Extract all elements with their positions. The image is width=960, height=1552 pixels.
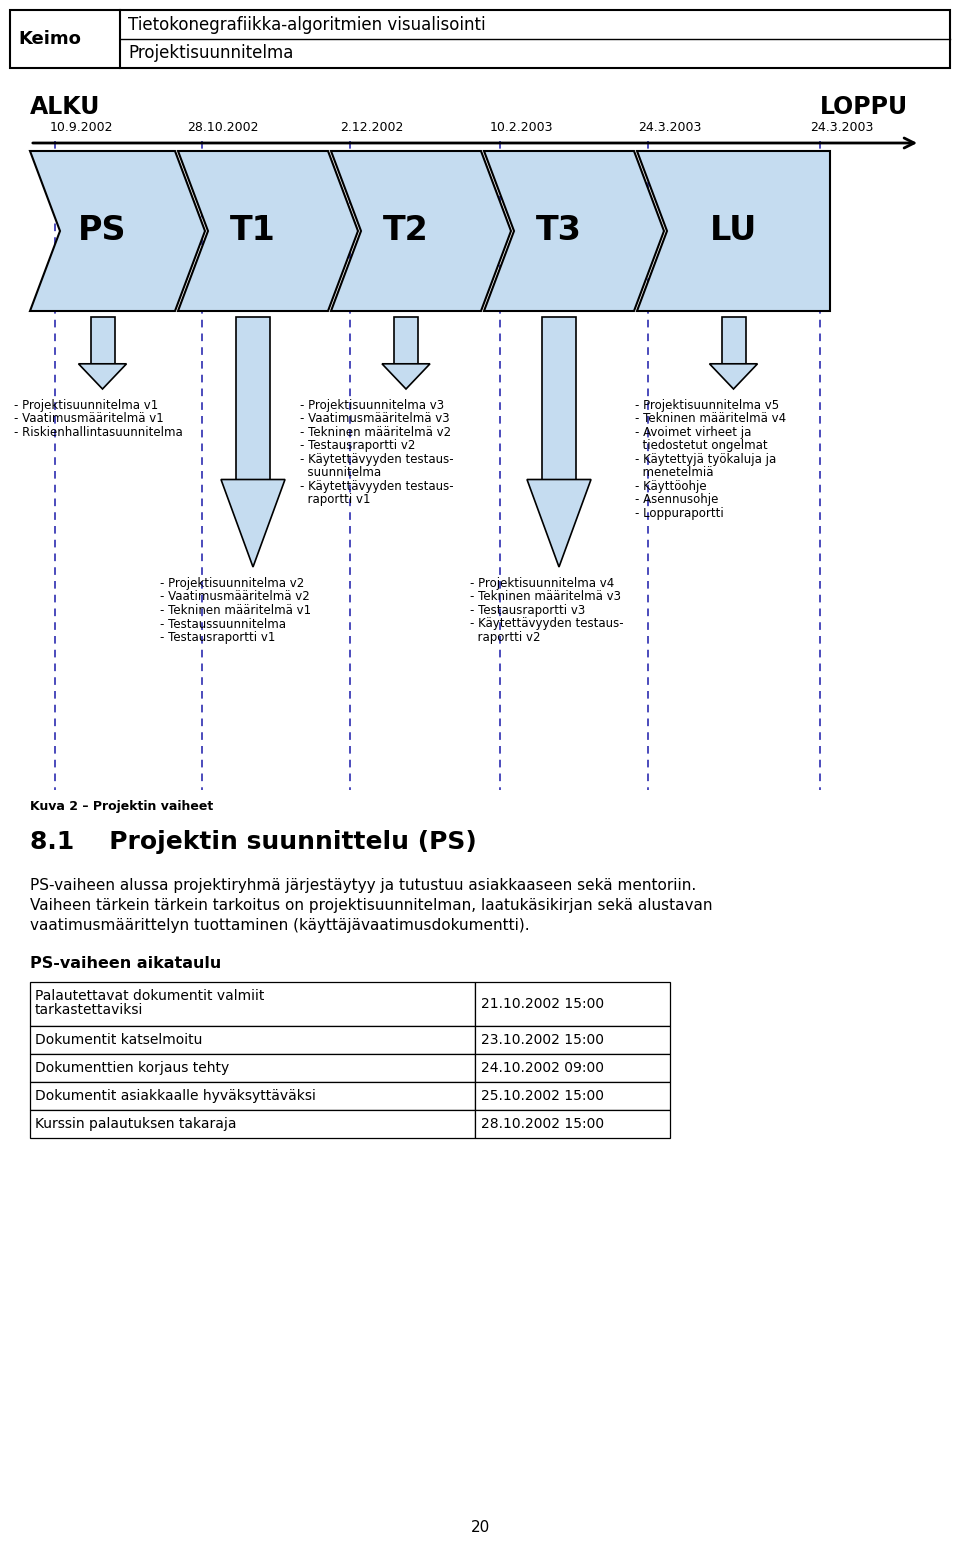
Polygon shape [331,151,511,310]
Text: LOPPU: LOPPU [820,95,908,120]
Text: Dokumenttien korjaus tehty: Dokumenttien korjaus tehty [35,1062,229,1076]
Text: raportti v2: raportti v2 [470,632,540,644]
Text: Kurssin palautuksen takaraja: Kurssin palautuksen takaraja [35,1117,236,1131]
Text: Kuva 2 – Projektin vaiheet: Kuva 2 – Projektin vaiheet [30,799,213,813]
Polygon shape [637,151,830,310]
Text: Dokumentit katselmoitu: Dokumentit katselmoitu [35,1034,203,1048]
Text: Palautettavat dokumentit valmiit: Palautettavat dokumentit valmiit [35,989,264,1003]
Text: 20: 20 [470,1519,490,1535]
Bar [475,1054,670,1082]
Bar [475,1026,670,1054]
Text: - Asennusohje: - Asennusohje [635,494,718,506]
Text: T1: T1 [230,214,276,247]
Text: Tietokonegrafiikka-algoritmien visualisointi: Tietokonegrafiikka-algoritmien visualiso… [128,16,486,34]
Text: - Projektisuunnitelma v3: - Projektisuunnitelma v3 [300,399,444,411]
Bar [475,1082,670,1110]
Polygon shape [90,317,114,363]
Text: - Vaatimusmääritelmä v2: - Vaatimusmääritelmä v2 [160,590,310,604]
Text: PS-vaiheen alussa projektiryhmä järjestäytyy ja tutustuu asiakkaaseen sekä mento: PS-vaiheen alussa projektiryhmä järjestä… [30,878,696,892]
Polygon shape [709,363,757,390]
Bar [30,1082,475,1110]
Text: Keimo: Keimo [18,29,81,48]
Text: Projektisuunnitelma: Projektisuunnitelma [128,45,294,62]
Text: 2.12.2002: 2.12.2002 [340,121,403,133]
Bar [475,1110,670,1138]
Text: menetelmiä: menetelmiä [635,467,713,480]
Text: T2: T2 [383,214,429,247]
Text: 25.10.2002 15:00: 25.10.2002 15:00 [481,1090,604,1103]
Text: ALKU: ALKU [30,95,101,120]
Polygon shape [542,317,576,480]
Polygon shape [394,317,418,363]
Text: 23.10.2002 15:00: 23.10.2002 15:00 [481,1034,604,1048]
Text: 24.3.2003: 24.3.2003 [638,121,702,133]
Text: - Projektisuunnitelma v4: - Projektisuunnitelma v4 [470,577,614,590]
Bar [30,1026,475,1054]
Text: - Tekninen määritelmä v2: - Tekninen määritelmä v2 [300,425,451,439]
Bar [10,9,950,68]
Text: LU: LU [709,214,757,247]
Polygon shape [30,151,205,310]
Bar [30,1110,475,1138]
Text: tarkastettaviksi: tarkastettaviksi [35,1003,143,1017]
Text: - Testausraportti v2: - Testausraportti v2 [300,439,416,453]
Text: Vaiheen tärkein tärkein tarkoitus on projektisuunnitelman, laatukäsikirjan sekä : Vaiheen tärkein tärkein tarkoitus on pro… [30,899,712,913]
Text: 10.9.2002: 10.9.2002 [50,121,113,133]
Bar [475,982,670,1026]
Text: suunnitelma: suunnitelma [300,467,381,480]
Text: - Loppuraportti: - Loppuraportti [635,508,724,520]
Text: - Testausraportti v1: - Testausraportti v1 [160,632,276,644]
Text: - Käytettävyyden testaus-: - Käytettävyyden testaus- [470,618,624,630]
Text: - Tekninen määritelmä v1: - Tekninen määritelmä v1 [160,604,311,618]
Polygon shape [221,480,285,566]
Text: Dokumentit asiakkaalle hyväksyttäväksi: Dokumentit asiakkaalle hyväksyttäväksi [35,1090,316,1103]
Text: - Testausraportti v3: - Testausraportti v3 [470,604,586,618]
Polygon shape [178,151,358,310]
Text: 21.10.2002 15:00: 21.10.2002 15:00 [481,996,604,1010]
Text: - Testaussuunnitelma: - Testaussuunnitelma [160,618,286,630]
Polygon shape [382,363,430,390]
Text: - Tekninen määritelmä v4: - Tekninen määritelmä v4 [635,413,786,425]
Text: - Projektisuunnitelma v5: - Projektisuunnitelma v5 [635,399,780,411]
Text: tiedostetut ongelmat: tiedostetut ongelmat [635,439,768,453]
Text: - Projektisuunnitelma v2: - Projektisuunnitelma v2 [160,577,304,590]
Text: - Vaatimusmääritelmä v1: - Vaatimusmääritelmä v1 [14,413,164,425]
Text: - Käytettyjä työkaluja ja: - Käytettyjä työkaluja ja [635,453,777,466]
Polygon shape [236,317,270,480]
Polygon shape [722,317,746,363]
Text: - Riskienhallintasuunnitelma: - Riskienhallintasuunnitelma [14,425,182,439]
Text: 28.10.2002: 28.10.2002 [187,121,258,133]
Text: vaatimusmäärittelyn tuottaminen (käyttäjävaatimusdokumentti).: vaatimusmäärittelyn tuottaminen (käyttäj… [30,917,530,933]
Text: 24.3.2003: 24.3.2003 [810,121,874,133]
Polygon shape [79,363,127,390]
Text: raportti v1: raportti v1 [300,494,371,506]
Text: - Projektisuunnitelma v1: - Projektisuunnitelma v1 [14,399,158,411]
Text: - Käyttöohje: - Käyttöohje [635,480,707,494]
Text: - Vaatimusmääritelmä v3: - Vaatimusmääritelmä v3 [300,413,449,425]
Text: 10.2.2003: 10.2.2003 [490,121,554,133]
Text: 8.1    Projektin suunnittelu (PS): 8.1 Projektin suunnittelu (PS) [30,830,477,854]
Text: - Käytettävyyden testaus-: - Käytettävyyden testaus- [300,453,454,466]
Polygon shape [484,151,664,310]
Text: T3: T3 [536,214,582,247]
Text: 28.10.2002 15:00: 28.10.2002 15:00 [481,1117,604,1131]
Text: PS: PS [79,214,127,247]
Text: - Avoimet virheet ja: - Avoimet virheet ja [635,425,752,439]
Bar [30,982,475,1026]
Text: - Käytettävyyden testaus-: - Käytettävyyden testaus- [300,480,454,494]
Bar [30,1054,475,1082]
Text: 24.10.2002 09:00: 24.10.2002 09:00 [481,1062,604,1076]
Polygon shape [527,480,591,566]
Text: PS-vaiheen aikataulu: PS-vaiheen aikataulu [30,956,221,972]
Text: - Tekninen määritelmä v3: - Tekninen määritelmä v3 [470,590,621,604]
